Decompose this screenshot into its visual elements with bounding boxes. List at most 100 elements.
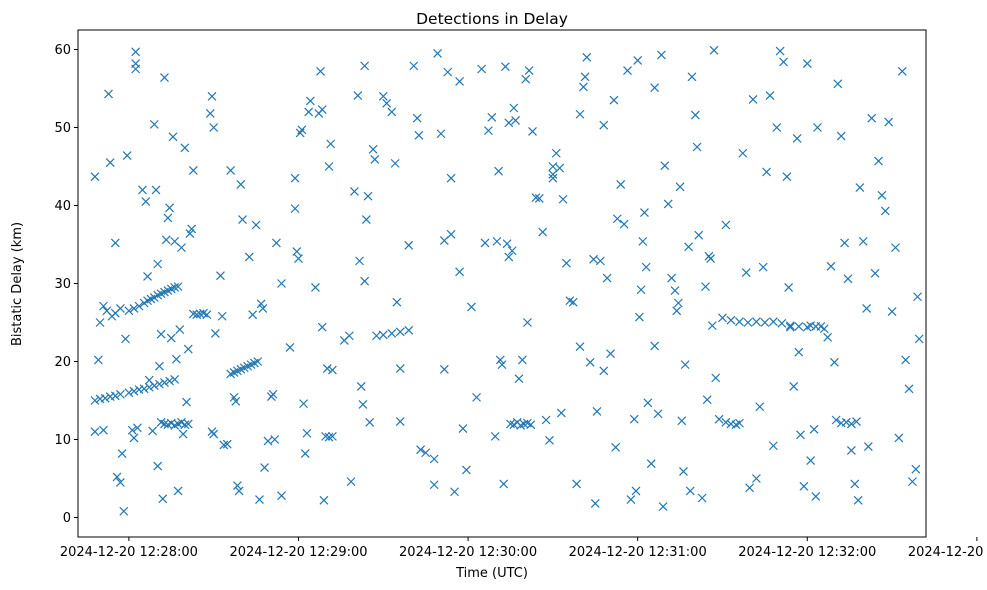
data-point: [168, 132, 178, 142]
data-point: [188, 309, 198, 319]
data-point: [378, 330, 388, 340]
data-point: [292, 247, 302, 256]
data-point: [205, 109, 215, 118]
data-point: [772, 123, 782, 132]
data-point: [409, 61, 419, 71]
data-point: [575, 109, 585, 119]
x-tick-label: 2024-12-20 12:30:00: [399, 545, 537, 560]
data-point: [207, 91, 217, 101]
data-point: [112, 472, 122, 482]
y-axis-label: Bistatic Delay (km): [10, 222, 25, 346]
data-point: [100, 393, 110, 403]
data-point: [751, 317, 761, 327]
data-point: [277, 279, 286, 288]
data-point: [846, 445, 856, 455]
data-point: [316, 66, 325, 76]
data-point: [863, 442, 873, 451]
data-point: [95, 318, 105, 327]
data-point: [222, 439, 232, 449]
data-point: [122, 151, 132, 161]
data-point: [192, 310, 202, 320]
data-point: [170, 282, 180, 292]
data-point: [129, 386, 139, 396]
data-point: [119, 506, 129, 516]
data-point: [653, 409, 663, 419]
data-point: [110, 391, 120, 401]
data-point: [562, 258, 571, 268]
data-point: [660, 161, 670, 171]
data-point: [735, 418, 744, 428]
data-point: [762, 167, 772, 177]
data-point: [908, 477, 917, 487]
data-point: [110, 238, 120, 248]
data-point: [370, 155, 380, 164]
data-point: [672, 306, 682, 316]
data-point: [494, 166, 504, 176]
data-point: [721, 220, 731, 230]
x-axis-ticks: 2024-12-20 12:28:00 2024-12-20 12:29:00 20…: [60, 537, 987, 560]
data-point: [784, 282, 794, 292]
data-point: [248, 310, 258, 320]
data-point: [104, 89, 113, 99]
data-point: [599, 366, 609, 376]
data-point: [253, 357, 263, 366]
data-point: [166, 333, 176, 343]
data-point: [421, 448, 431, 458]
data-point: [151, 185, 161, 195]
data-point: [572, 479, 582, 489]
data-point: [368, 144, 378, 154]
data-point: [638, 236, 648, 246]
data-point: [234, 486, 244, 496]
data-point: [811, 492, 821, 501]
data-point: [606, 349, 615, 359]
data-point: [185, 229, 195, 239]
data-point: [526, 420, 536, 430]
data-point: [436, 129, 446, 139]
data-point: [840, 238, 850, 248]
data-point: [127, 425, 137, 435]
data-point: [277, 491, 286, 501]
data-point: [616, 180, 626, 189]
data-point: [891, 243, 900, 253]
data-point: [238, 215, 247, 224]
data-point: [641, 262, 651, 272]
data-point: [634, 312, 644, 322]
data-point: [461, 465, 471, 475]
data-point: [244, 252, 254, 262]
data-point: [165, 376, 175, 386]
y-tick-label: 0: [63, 511, 71, 526]
data-point: [590, 499, 600, 508]
data-point: [806, 456, 816, 465]
data-point: [392, 297, 402, 307]
data-point: [90, 427, 100, 437]
data-point: [173, 282, 183, 292]
data-point: [785, 322, 795, 332]
data-point: [626, 495, 636, 504]
data-point: [589, 254, 599, 264]
data-point: [387, 107, 397, 117]
data-point: [156, 329, 166, 339]
data-point: [913, 292, 922, 302]
data-point: [500, 62, 510, 72]
data-point: [433, 48, 442, 58]
data-point: [528, 126, 537, 136]
data-point: [305, 96, 315, 106]
data-point: [404, 240, 414, 250]
data-point: [548, 173, 558, 183]
data-point: [558, 194, 568, 204]
data-point: [650, 83, 660, 93]
data-point: [841, 417, 851, 427]
data-point: [139, 384, 149, 394]
data-point: [650, 341, 660, 351]
data-point: [799, 481, 809, 491]
data-point: [450, 487, 459, 497]
data-point: [165, 203, 175, 213]
data-point: [556, 408, 566, 418]
data-point: [443, 67, 453, 77]
data-point: [446, 229, 456, 239]
data-point: [290, 204, 300, 214]
data-point: [623, 66, 632, 75]
data-point: [904, 384, 914, 394]
y-tick-label: 50: [54, 121, 71, 136]
data-point: [455, 267, 465, 277]
